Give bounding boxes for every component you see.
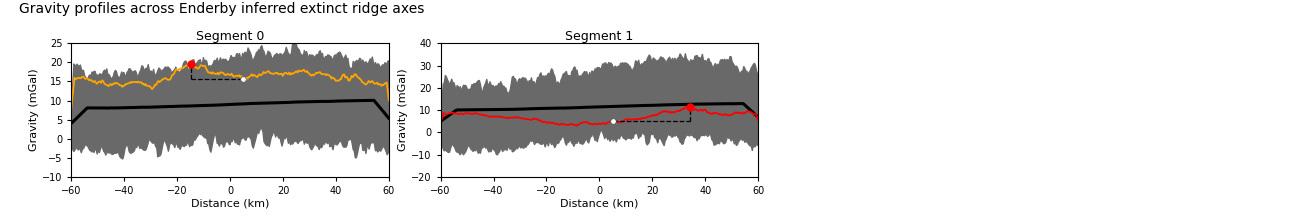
X-axis label: Distance (km): Distance (km) <box>191 199 270 209</box>
Title: Segment 1: Segment 1 <box>565 30 634 43</box>
Y-axis label: Gravity (mGal): Gravity (mGal) <box>398 69 408 151</box>
Y-axis label: Gravity (mGal): Gravity (mGal) <box>29 69 39 151</box>
Title: Segment 0: Segment 0 <box>196 30 264 43</box>
Text: Gravity profiles across Enderby inferred extinct ridge axes: Gravity profiles across Enderby inferred… <box>19 2 425 16</box>
X-axis label: Distance (km): Distance (km) <box>560 199 639 209</box>
